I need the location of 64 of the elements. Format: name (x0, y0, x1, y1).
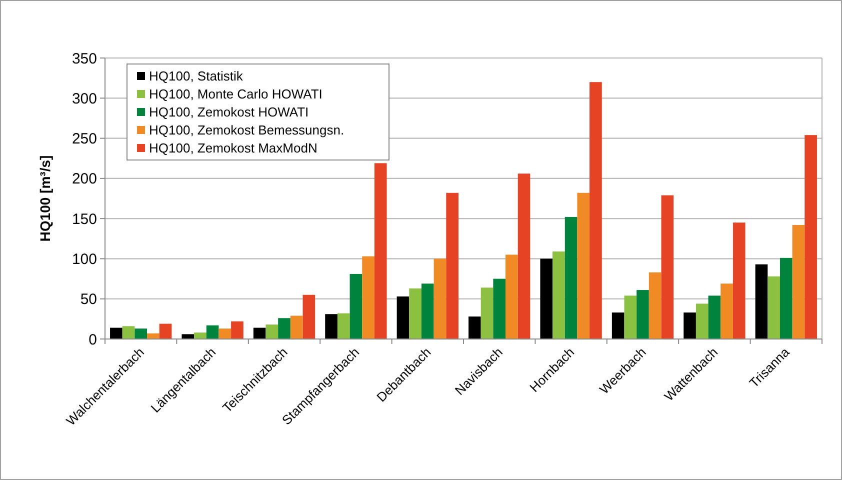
bar (624, 296, 637, 339)
bar (636, 290, 649, 339)
y-tick-label: 250 (72, 130, 97, 148)
bar (446, 192, 458, 339)
bar (147, 333, 160, 339)
bar (708, 296, 721, 339)
legend-label: HQ100, Zemokost Bemessungsn. (149, 122, 344, 138)
bar (518, 174, 530, 339)
bar (134, 328, 148, 339)
bar (337, 313, 350, 339)
y-tick-label: 350 (72, 50, 97, 68)
bar (362, 256, 374, 339)
bar (110, 328, 122, 339)
bar (577, 192, 590, 339)
bar (159, 324, 172, 339)
bar (122, 326, 135, 339)
legend-label: HQ100, Zemokost MaxModN (149, 140, 318, 156)
bar (780, 258, 792, 339)
bar (540, 258, 553, 339)
bar (396, 296, 410, 339)
y-tick-label: 300 (72, 90, 97, 108)
bar (182, 334, 194, 339)
bar (302, 294, 316, 339)
y-axis-title: HQ100 [m³/s] (37, 155, 53, 242)
bar (792, 224, 805, 339)
legend-label: HQ100, Zemokost HOWATI (149, 104, 309, 120)
legend-label: HQ100, Statistik (149, 68, 244, 84)
bar (720, 284, 733, 339)
bar (684, 312, 696, 339)
y-tick-label: 200 (72, 170, 97, 188)
bar (590, 82, 602, 339)
bar (206, 325, 219, 339)
bar (218, 328, 232, 339)
bar (421, 284, 434, 339)
bar (480, 288, 494, 339)
y-tick-label: 0 (88, 331, 97, 348)
bar (732, 222, 746, 339)
bar (552, 251, 565, 339)
bar (648, 272, 662, 339)
bar (768, 276, 780, 339)
y-tick-label: 150 (72, 210, 97, 228)
bar (278, 318, 290, 339)
bar (434, 258, 446, 339)
bar (612, 312, 624, 339)
bar (468, 316, 481, 339)
legend-label: HQ100, Monte Carlo HOWATI (149, 86, 322, 102)
y-tick-label: 100 (72, 250, 97, 268)
bar (194, 332, 206, 339)
bar (755, 264, 768, 339)
bar (350, 274, 362, 339)
bar (374, 163, 387, 339)
bar (506, 254, 518, 339)
bar (409, 288, 422, 339)
y-tick-label: 50 (80, 291, 97, 308)
bar (696, 304, 708, 339)
bar (253, 328, 266, 339)
bar (290, 316, 303, 339)
bar (266, 324, 278, 339)
bar (231, 321, 244, 339)
bar (661, 195, 674, 339)
bar (804, 135, 817, 339)
bar (493, 278, 506, 339)
bar (564, 216, 578, 339)
bar (325, 314, 338, 339)
